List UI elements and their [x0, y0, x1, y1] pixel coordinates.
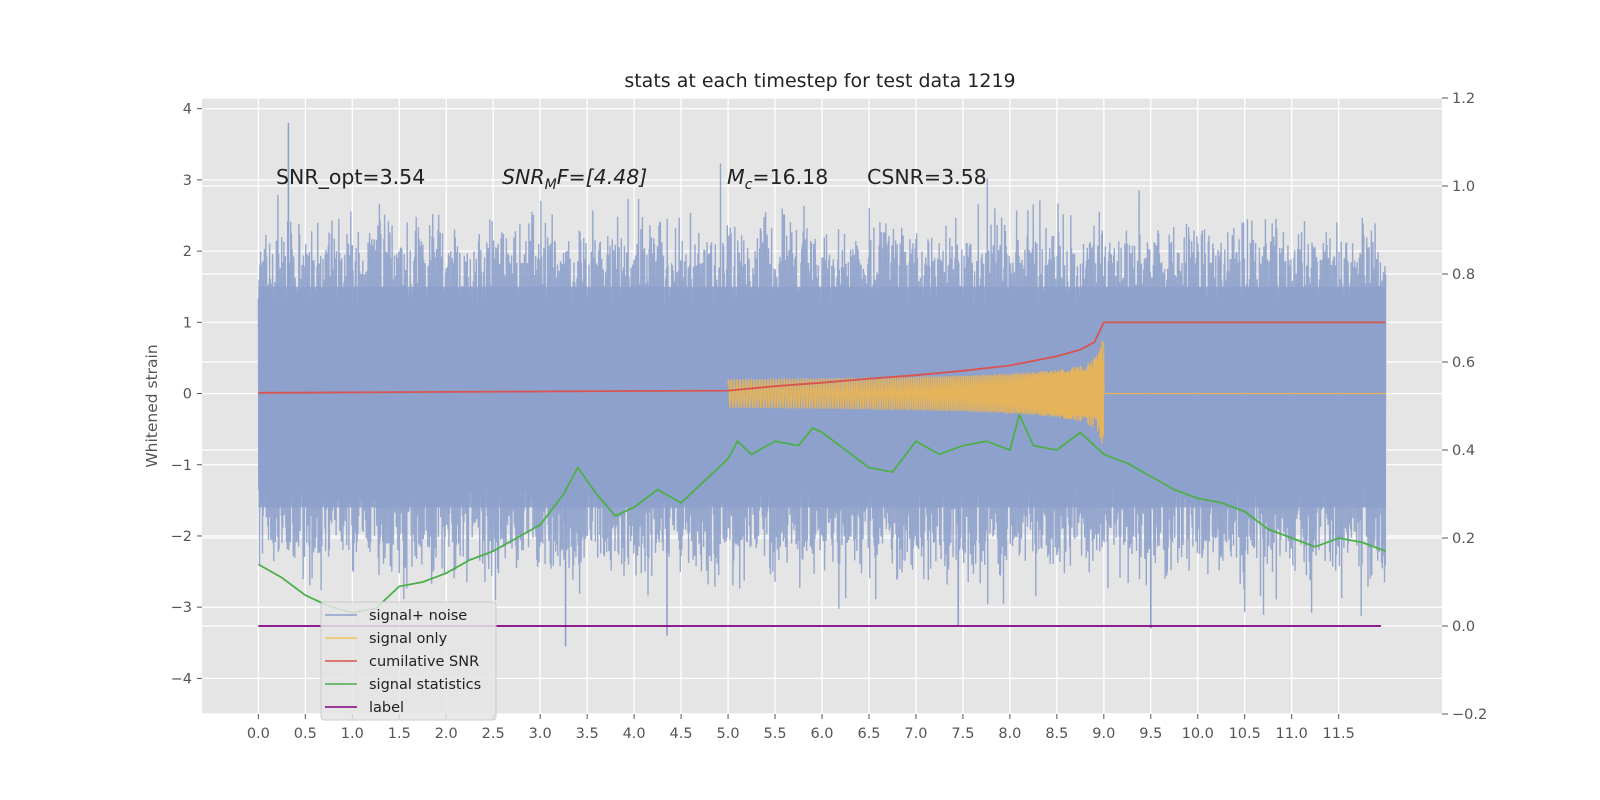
legend-label: signal only — [369, 631, 448, 647]
legend: signal+ noise signal only cumilative SNR… — [320, 601, 497, 721]
x-tick-label: 2.0 — [435, 726, 458, 742]
y-tick-label: −4 — [171, 671, 192, 687]
x-tick-label: 7.0 — [904, 726, 927, 742]
x-tick-label: 3.5 — [576, 726, 599, 742]
annotation-csnr: CSNR=3.58 — [867, 165, 987, 189]
x-tick-label: 9.5 — [1139, 726, 1162, 742]
chart-title: stats at each timestep for test data 121… — [624, 70, 1015, 92]
series-layer — [257, 122, 1387, 647]
legend-item: signal only — [325, 631, 448, 647]
x-tick-label: 5.0 — [717, 726, 740, 742]
annotation-chirp-mass: Mc=16.18 — [727, 165, 828, 193]
series-signal-statistics — [257, 412, 1386, 614]
legend-label: cumilative SNR — [369, 654, 479, 670]
y-tick-label: 2 — [183, 244, 192, 260]
series-signal-only — [727, 340, 1386, 444]
x-tick-label: 2.5 — [482, 726, 505, 742]
series-signal-noise — [257, 163, 1387, 617]
y-tick-label: 0 — [183, 387, 192, 403]
y-axis-label: Whitened strain — [143, 344, 161, 467]
x-axis: 0.0 0.5 1.0 1.5 2.0 2.5 3.0 3.5 4.0 4.5 5.0 5.5 6.0 6… — [247, 714, 1355, 742]
x-tick-label: 6.5 — [857, 726, 880, 742]
y2-tick-label: 0.4 — [1452, 443, 1475, 459]
x-tick-label: 6.0 — [810, 726, 833, 742]
x-tick-label: 7.5 — [951, 726, 974, 742]
y2-tick-label: 1.0 — [1452, 179, 1475, 195]
y2-tick-label: 1.2 — [1452, 91, 1475, 107]
x-tick-label: 0.0 — [247, 726, 270, 742]
x-tick-label: 10.0 — [1182, 726, 1214, 742]
right-axis: 1.2 1.0 0.8 0.6 0.4 0.2 0.0 −0.2 — [1442, 91, 1487, 723]
y-tick-label: −2 — [171, 529, 192, 545]
x-tick-label: 8.5 — [1045, 726, 1068, 742]
annotation-snr-mf: SNRMF=[4.48] — [502, 165, 647, 193]
legend-item: label — [325, 700, 404, 716]
y2-tick-label: 0.0 — [1452, 619, 1475, 635]
x-tick-label: 1.0 — [341, 726, 364, 742]
x-tick-label: 10.5 — [1229, 726, 1261, 742]
legend-box — [320, 601, 497, 721]
x-tick-label: 0.5 — [294, 726, 317, 742]
y2-tick-label: 0.8 — [1452, 267, 1475, 283]
legend-label: signal+ noise — [369, 608, 467, 624]
y2-tick-label: 0.2 — [1452, 531, 1475, 547]
legend-label: label — [369, 700, 404, 716]
left-axis: 4 3 2 1 0 −1 −2 −3 −4 — [171, 102, 202, 687]
legend-item: signal statistics — [325, 677, 481, 693]
x-tick-label: 5.5 — [763, 726, 786, 742]
y2-tick-label: −0.2 — [1452, 707, 1487, 723]
y-tick-label: 1 — [183, 315, 192, 331]
series-cumulative-snr — [258, 321, 1386, 394]
x-tick-label: 4.5 — [670, 726, 693, 742]
legend-item: signal+ noise — [325, 608, 467, 624]
y-tick-label: 4 — [183, 102, 192, 118]
annotations: SNR_opt=3.54 SNRMF=[4.48] Mc=16.18 CSNR=… — [276, 165, 987, 193]
x-tick-label: 11.5 — [1323, 726, 1355, 742]
x-tick-label: 3.0 — [529, 726, 552, 742]
y-tick-label: −3 — [171, 600, 192, 616]
y-tick-label: −1 — [171, 458, 192, 474]
annotation-snr-opt: SNR_opt=3.54 — [276, 165, 425, 190]
x-tick-label: 1.5 — [388, 726, 411, 742]
x-tick-label: 4.0 — [623, 726, 646, 742]
legend-label: signal statistics — [369, 677, 481, 693]
x-tick-label: 9.0 — [1092, 726, 1115, 742]
y2-tick-label: 0.6 — [1452, 355, 1475, 371]
x-tick-label: 11.0 — [1276, 726, 1308, 742]
x-tick-label: 8.0 — [998, 726, 1021, 742]
legend-item: cumilative SNR — [325, 654, 479, 670]
y-tick-label: 3 — [183, 173, 192, 189]
